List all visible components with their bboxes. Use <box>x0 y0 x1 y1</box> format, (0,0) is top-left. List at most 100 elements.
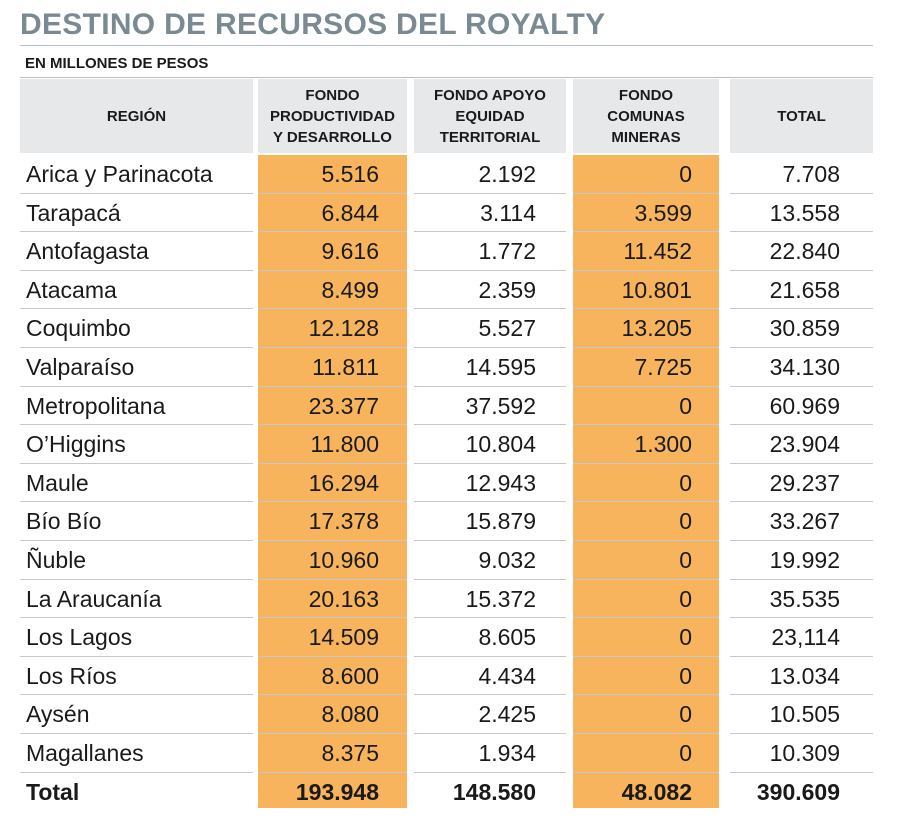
row-divider <box>730 270 873 271</box>
value-cell: 0 <box>679 508 692 535</box>
row-divider <box>258 193 407 194</box>
value-cell: 10.309 <box>769 740 840 766</box>
region-name: Los Ríos <box>26 662 117 689</box>
row-divider <box>20 501 253 502</box>
row-divider <box>573 733 719 734</box>
row-divider <box>258 463 407 464</box>
value-cell: 19.992 <box>769 547 840 573</box>
row-divider <box>414 772 566 773</box>
row-divider <box>730 386 873 387</box>
column-header-line: TOTAL <box>777 107 826 125</box>
row-divider <box>20 231 253 232</box>
row-divider <box>730 347 873 348</box>
row-divider <box>414 424 566 425</box>
value-cell: 11.811 <box>312 354 379 380</box>
row-divider <box>414 231 566 232</box>
value-cell: 22.840 <box>769 238 840 265</box>
row-divider <box>258 386 407 387</box>
row-divider <box>20 694 253 695</box>
row-divider <box>730 193 873 194</box>
row-divider <box>20 270 253 271</box>
value-cell: 14.595 <box>465 354 536 380</box>
row-divider <box>414 540 566 541</box>
total-value: 148.580 <box>452 778 536 805</box>
total-label: Total <box>26 778 80 805</box>
row-divider <box>258 308 407 309</box>
value-cell: 60.969 <box>769 392 840 419</box>
row-divider <box>414 579 566 580</box>
column-header-line: FONDO APOYO <box>434 86 546 104</box>
value-cell: 37.592 <box>465 392 536 419</box>
value-cell: 0 <box>679 161 692 187</box>
value-cell: 15.372 <box>465 585 536 612</box>
column-header: REGIÓN <box>20 79 253 153</box>
value-cell: 20.163 <box>308 585 379 612</box>
value-cell: 17.378 <box>308 508 379 535</box>
column-header-line: FONDO <box>618 86 674 104</box>
row-divider <box>20 579 253 580</box>
highlight-column <box>258 155 407 808</box>
value-cell: 1.300 <box>634 431 692 458</box>
value-cell: 34.130 <box>769 354 840 380</box>
region-name: Arica y Parinacota <box>26 161 213 187</box>
row-divider <box>573 501 719 502</box>
value-cell: 0 <box>679 662 692 689</box>
row-divider <box>414 617 566 618</box>
value-cell: 9.616 <box>321 238 379 265</box>
column-header: FONDO PRODUCTIVIDAD Y DESARROLLO <box>258 79 407 153</box>
value-cell: 13.034 <box>769 662 840 689</box>
total-value: 193.948 <box>295 778 379 805</box>
value-cell: 2.359 <box>478 276 536 303</box>
region-name: Coquimbo <box>26 315 131 342</box>
row-divider <box>20 386 253 387</box>
region-name: Maule <box>26 469 89 496</box>
column-header-line: COMUNAS <box>607 107 685 125</box>
row-divider <box>573 386 719 387</box>
row-divider <box>730 656 873 657</box>
region-name: Valparaíso <box>26 354 135 380</box>
value-cell: 1.934 <box>478 740 536 766</box>
row-divider <box>258 617 407 618</box>
row-divider <box>730 463 873 464</box>
region-name: Los Lagos <box>26 624 133 651</box>
value-cell: 11.452 <box>623 238 692 265</box>
row-divider <box>414 270 566 271</box>
row-divider <box>414 463 566 464</box>
column-header-line: Y DESARROLLO <box>273 128 392 146</box>
value-cell: 8.080 <box>321 701 379 728</box>
column-header-line: PRODUCTIVIDAD <box>269 107 395 125</box>
row-divider <box>573 617 719 618</box>
row-divider <box>258 772 407 773</box>
value-cell: 10.960 <box>308 547 379 573</box>
row-divider <box>573 656 719 657</box>
region-name: Metropolitana <box>26 392 166 419</box>
region-name: O’Higgins <box>26 431 126 458</box>
value-cell: 35.535 <box>769 585 840 612</box>
row-divider <box>573 308 719 309</box>
region-name: Tarapacá <box>26 199 121 226</box>
row-divider <box>20 656 253 657</box>
row-divider <box>20 733 253 734</box>
row-divider <box>730 308 873 309</box>
row-divider <box>730 231 873 232</box>
region-name: Atacama <box>26 276 117 303</box>
column-header: FONDO COMUNAS MINERAS <box>573 79 719 153</box>
row-divider <box>730 694 873 695</box>
value-cell: 5.516 <box>321 161 379 187</box>
total-value: 390.609 <box>756 778 840 805</box>
row-divider <box>573 694 719 695</box>
value-cell: 30.859 <box>769 315 840 342</box>
value-cell: 6.844 <box>321 199 379 226</box>
row-divider <box>258 656 407 657</box>
value-cell: 0 <box>679 469 692 496</box>
row-divider <box>20 617 253 618</box>
column-header-line: REGIÓN <box>106 107 167 125</box>
value-cell: 8.375 <box>321 740 379 766</box>
column-header-line: TERRITORIAL <box>439 128 541 146</box>
value-cell: 12.943 <box>465 469 536 496</box>
row-divider <box>258 733 407 734</box>
total-value: 48.082 <box>621 778 692 805</box>
row-divider <box>730 540 873 541</box>
value-cell: 8.605 <box>478 624 536 651</box>
row-divider <box>20 540 253 541</box>
